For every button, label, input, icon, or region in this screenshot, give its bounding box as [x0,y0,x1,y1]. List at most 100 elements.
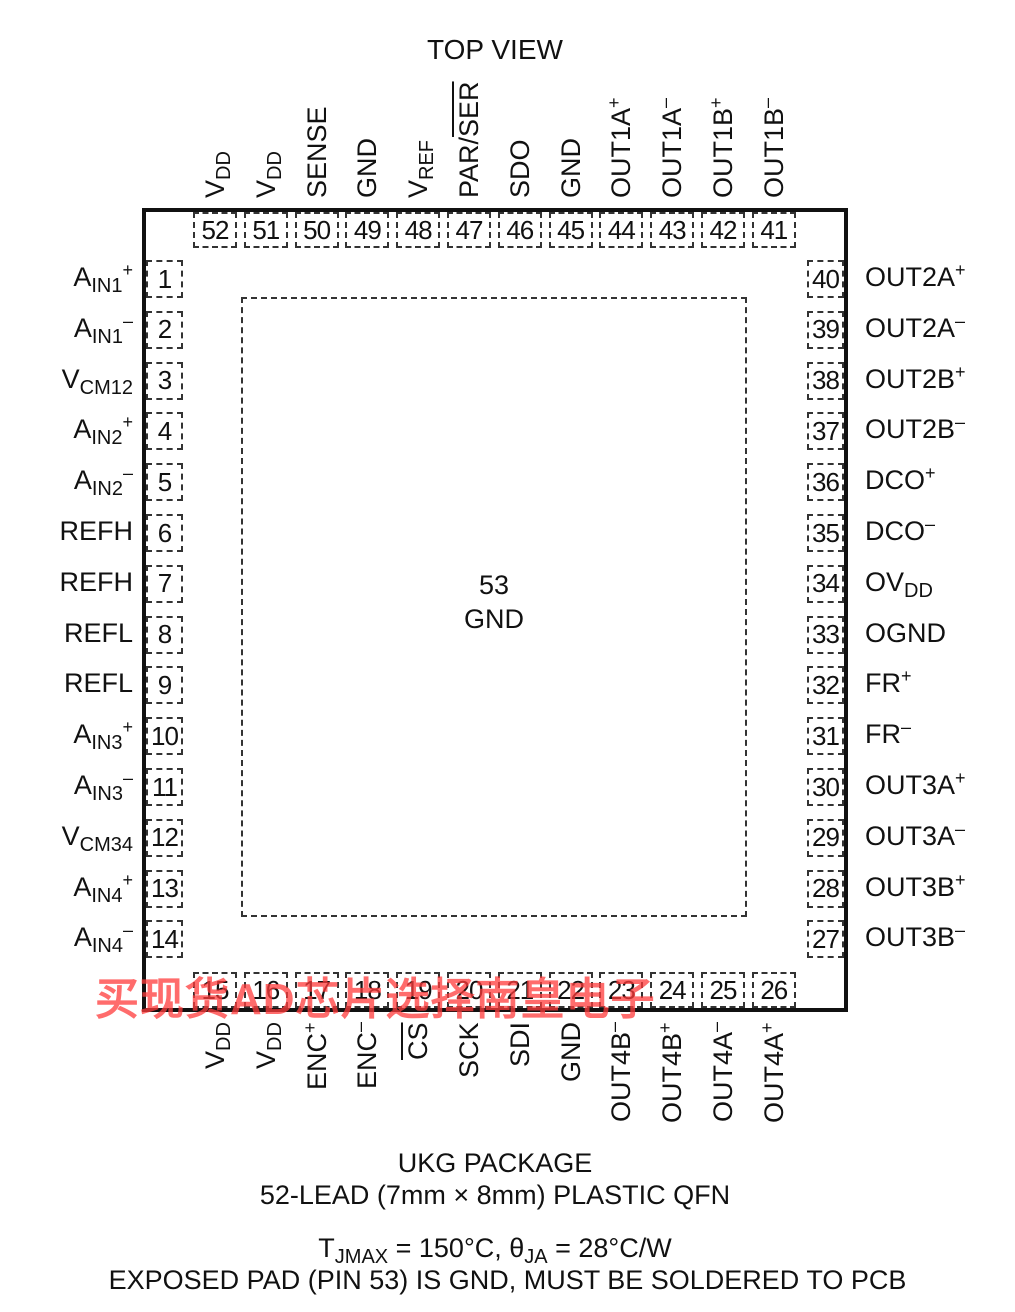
pin-name: OUT3B [865,871,956,902]
package-name: UKG PACKAGE [397,1148,593,1178]
pin-name-superscript: – [955,310,966,331]
pin-33: 33 [807,615,844,654]
pin-38: 38 [807,361,844,400]
exposed-pad-number: 53 [478,570,510,600]
pin-name: REFL [63,668,133,699]
pin-name: OUT1A [657,107,688,198]
pin-name: OGND [865,617,946,648]
pin-name-subscript: CM12 [79,376,133,399]
pin-name: A [73,770,92,800]
pin-42: 42 [701,212,745,248]
pin-45: 45 [548,212,593,248]
pin-label-14: AIN4– [3,920,133,956]
pin-34: 34 [807,564,844,603]
pin-3: 3 [146,361,183,400]
pin-label-37: OUT2B– [865,413,1005,444]
pin-23: 23 [599,972,644,1008]
pin-label-52: VDD [200,151,235,198]
pin-name-superscript: – [706,1021,726,1032]
pin-37: 37 [807,412,844,451]
pin-name: V [200,179,230,198]
pin-label-42: OUT1B+ [706,97,738,198]
pin-name-superscript: + [955,260,966,280]
pin-name: OUT4B [657,1032,688,1123]
pin-label-7: REFH [3,566,134,597]
pin-name-superscript: + [955,869,966,890]
pin-name-superscript: – [122,768,133,788]
pin-name: OUT4A [758,1032,789,1123]
pin-label-9: REFL [3,668,133,698]
pin-name-subscript: IN2 [91,427,123,450]
pin-name: FR [865,719,901,750]
pin-28: 28 [807,869,844,908]
pin-label-33: OGND [865,618,1005,648]
pin-6: 6 [146,514,183,552]
exposed-pad-note: EXPOSED PAD (PIN 53) IS GND, MUST BE SOL… [108,1265,907,1295]
pin-label-32: FR+ [865,666,1005,699]
pin-label-20: SCK [454,1022,484,1078]
pin-name-subscript: IN4 [91,935,123,958]
pin-name: V [250,179,281,198]
pin-47: 47 [447,212,491,248]
pin-label-39: OUT2A– [865,310,1005,343]
pin-36: 36 [807,463,844,502]
pin-name: A [73,465,92,496]
pin-19: 19 [396,972,441,1008]
pin-label-21: SDI [505,1022,535,1067]
pin-name-subscript: IN3 [91,783,123,805]
pin-name-superscript: – [122,463,133,484]
pin-label-38: OUT2B+ [865,363,1005,394]
pin-7: 7 [146,564,183,603]
pin-21: 21 [497,972,542,1008]
pin-name-superscript: – [655,97,676,108]
pin-32: 32 [807,666,844,705]
pin-name-superscript: – [955,818,966,839]
pin-label-19: CS [403,1022,433,1060]
pin-label-25: OUT4A– [706,1021,738,1122]
pin-label-36: DCO+ [865,464,1005,495]
pin-label-48: VREF [403,140,438,198]
pin-label-47: PAR/SER [454,81,484,198]
pin-name: ENC [352,1031,383,1089]
pin-label-51: VDD [250,151,286,198]
pin-label-49: GND [352,138,382,198]
pin-name-superscript: – [122,310,133,331]
pin-name-subscript: IN1 [91,325,123,348]
pin-43: 43 [650,212,695,248]
pin-name-superscript: + [122,717,133,738]
pin-22: 22 [548,972,593,1008]
pin-18: 18 [345,972,390,1008]
pin-name: OUT3A [865,770,956,800]
pin-label-11: AIN3– [3,768,133,804]
pin-15: 15 [193,972,237,1008]
pin-label-8: REFL [3,618,133,648]
pin-name: V [61,363,80,394]
pin-label-10: AIN3+ [3,717,133,753]
pin-name-superscript: + [901,666,912,687]
pin-label-18: ENC– [350,1022,383,1089]
pin-name: V [200,1050,230,1069]
pin-name-subscript: REF [416,139,439,180]
pin-name-subscript: DD [263,151,286,180]
pin-name: REFH [59,566,134,597]
pin-46: 46 [497,212,542,248]
pin-name-subscript: DD [904,579,933,602]
pin-name: GND [352,138,383,198]
exposed-pad-label: GND [464,604,524,634]
pin-name-superscript: – [122,920,133,941]
pin-name: SDO [504,139,535,198]
pin-name: FR [865,668,901,699]
package-description: 52-LEAD (7mm × 8mm) PLASTIC QFN [259,1180,731,1210]
pin-14: 14 [146,920,183,959]
pin-2: 2 [146,310,183,349]
pin-name-superscript: + [756,1022,777,1033]
pin-25: 25 [701,972,745,1008]
pin-name: SDI [504,1021,535,1067]
pin-48: 48 [396,212,441,248]
pin-40: 40 [807,260,844,298]
pin-label-13: AIN4+ [3,871,133,906]
pin-5: 5 [146,463,183,502]
pin-name: OUT1A [606,107,637,198]
pin-31: 31 [807,717,844,756]
pin-name: GND [555,1022,586,1082]
